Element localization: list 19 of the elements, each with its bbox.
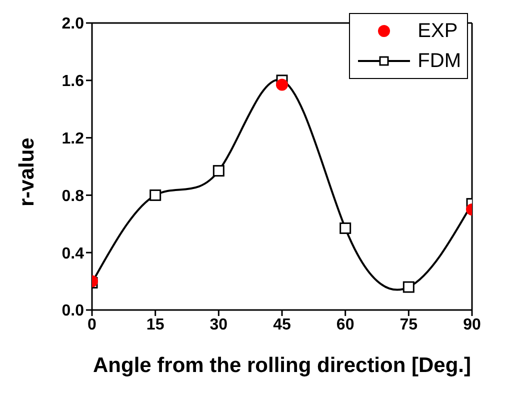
x-tick-label: 60 (336, 316, 354, 334)
x-tick-label: 90 (463, 316, 481, 334)
y-tick-label: 1.6 (62, 73, 84, 90)
y-tick-label: 0.0 (62, 302, 84, 320)
y-tick-label: 1.2 (62, 130, 84, 148)
y-tick-label: 0.4 (62, 245, 84, 262)
y-tick-label: 2.0 (62, 16, 84, 33)
legend-label: FDM (418, 50, 461, 72)
x-tick-label: 75 (400, 316, 418, 334)
legend-label: EXP (418, 20, 458, 42)
x-tick-label: 0 (88, 316, 97, 334)
x-tick-label: 30 (210, 316, 228, 334)
x-axis-title: Angle from the rolling direction [Deg.] (93, 354, 471, 377)
x-tick-label: 45 (273, 316, 291, 334)
y-tick-label: 0.8 (62, 188, 84, 205)
point (212, 165, 224, 177)
x-tick-label: 15 (146, 316, 164, 334)
y-axis-title: r-value (15, 138, 38, 206)
point (340, 222, 352, 234)
